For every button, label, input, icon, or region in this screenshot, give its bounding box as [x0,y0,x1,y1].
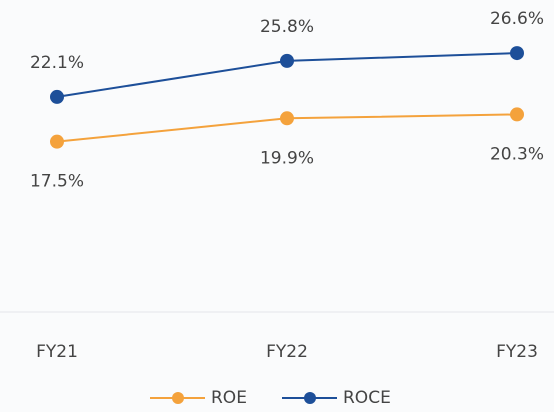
legend-label: ROCE [343,388,391,408]
value-label: 22.1% [30,53,84,73]
point [50,134,64,149]
legend-marker [172,392,184,404]
value-label: 20.3% [490,144,544,164]
value-label: 26.6% [490,9,544,29]
x-tick-label: FY23 [496,342,538,362]
x-tick-label: FY21 [36,342,78,362]
legend-marker [304,392,316,404]
point [510,46,524,61]
value-label: 25.8% [260,17,314,37]
x-tick-label: FY22 [266,342,308,362]
value-label: 17.5% [30,172,84,192]
point [50,89,64,104]
value-label: 19.9% [260,148,314,168]
legend-label: ROE [211,388,247,408]
point [510,107,524,122]
point [280,111,294,126]
point [280,53,294,68]
